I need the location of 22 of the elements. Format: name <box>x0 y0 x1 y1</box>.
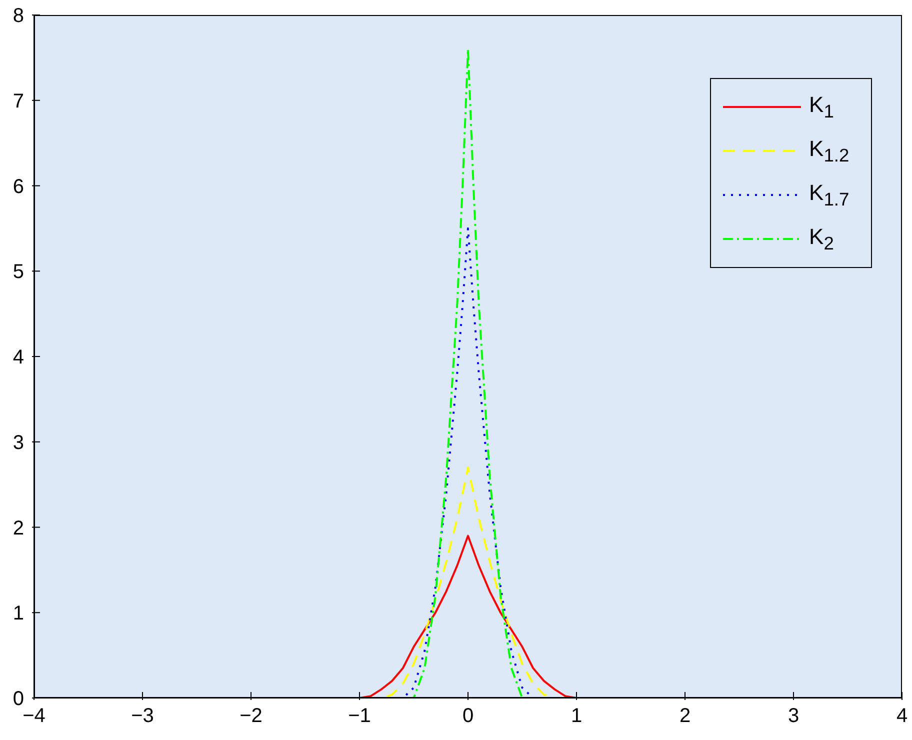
legend-label: K$_{1.2}$ <box>809 136 850 166</box>
y-tick-label: 0 <box>12 688 24 710</box>
y-tick-label: 2 <box>12 517 24 540</box>
x-tick-label: −1 <box>348 705 371 727</box>
y-tick-label: 3 <box>12 432 24 454</box>
x-tick-label: −4 <box>22 705 46 727</box>
x-tick-label: −3 <box>131 705 154 727</box>
y-tick-label: 8 <box>12 5 24 27</box>
x-tick-label: 1 <box>570 705 582 727</box>
x-tick-label: 2 <box>679 705 691 727</box>
y-tick-label: 7 <box>12 90 24 112</box>
x-tick-label: 0 <box>462 705 474 727</box>
y-tick-label: 4 <box>12 346 24 368</box>
x-tick-label: 4 <box>896 705 908 727</box>
y-tick-label: 1 <box>12 602 24 625</box>
legend-label: K$_{1.7}$ <box>809 180 850 210</box>
legend-label: K$_{2}$ <box>809 224 834 254</box>
x-tick-label: −2 <box>240 705 262 727</box>
legend-label: K$_{1}$ <box>809 92 834 122</box>
y-tick-label: 5 <box>12 261 24 284</box>
x-tick-label: 3 <box>788 705 800 727</box>
y-tick-label: 6 <box>12 176 24 198</box>
